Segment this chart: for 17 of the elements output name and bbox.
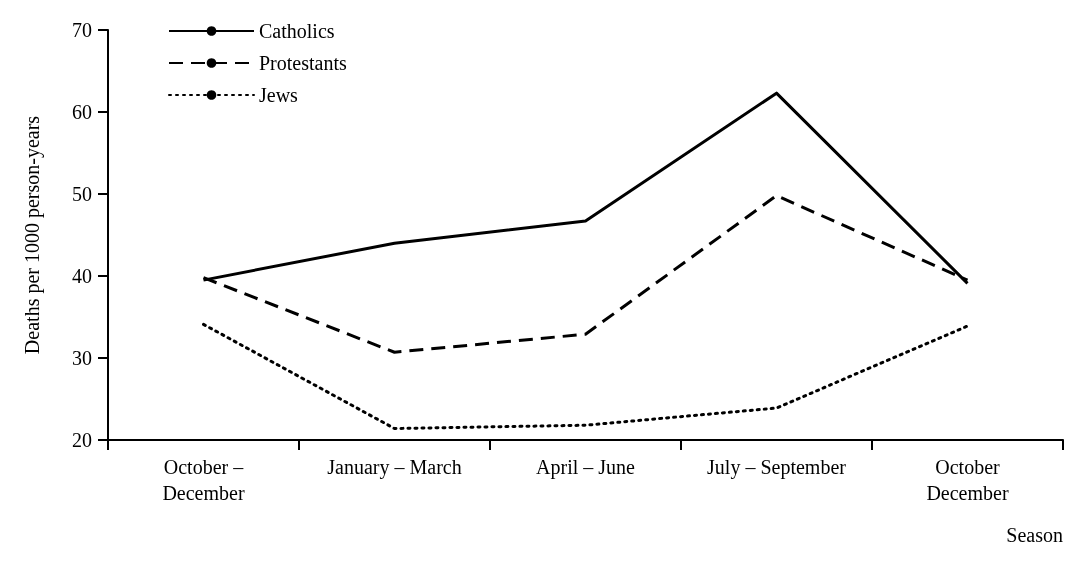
x-tick-label: July – September bbox=[707, 456, 847, 479]
x-tick-label: October – December bbox=[162, 456, 245, 504]
x-axis-title: Season bbox=[1006, 524, 1063, 546]
x-tick-label: October December bbox=[926, 456, 1009, 504]
y-tick-label: 30 bbox=[72, 347, 92, 369]
y-tick-label: 50 bbox=[72, 183, 92, 205]
x-tick-label: January – March bbox=[327, 456, 462, 479]
line-series bbox=[202, 322, 969, 431]
legend-label: Catholics bbox=[259, 20, 335, 42]
y-tick-label: 60 bbox=[72, 101, 92, 123]
y-tick-label: 20 bbox=[72, 429, 92, 451]
legend-label: Protestants bbox=[259, 52, 347, 74]
y-axis-title: Deaths per 1000 person-years bbox=[21, 115, 44, 355]
y-tick-label: 40 bbox=[72, 265, 92, 287]
x-tick-label: April – June bbox=[536, 456, 636, 479]
y-tick-label: 70 bbox=[72, 19, 92, 41]
legend-label: Jews bbox=[259, 84, 299, 106]
